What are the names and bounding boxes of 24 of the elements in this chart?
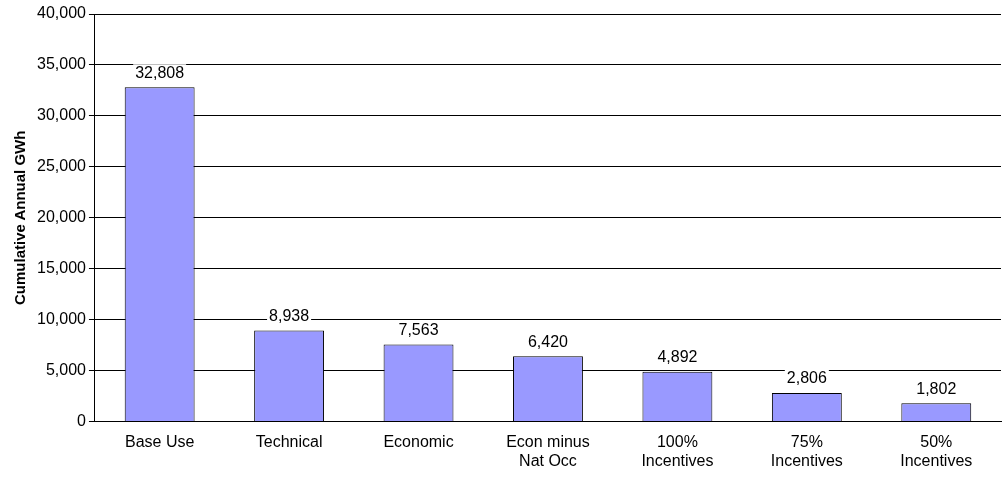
x-tick-label: Economic (383, 432, 454, 450)
y-tick-label: 25,000 (37, 157, 87, 175)
y-tick-label: 15,000 (37, 259, 87, 277)
y-axis-title: Cumulative Annual GWh (11, 130, 29, 306)
x-tick-label: 100% Incentives (641, 432, 714, 469)
data-label: 7,563 (398, 320, 439, 338)
y-tick-label: 20,000 (37, 208, 87, 226)
x-tick-label: 50% Incentives (900, 432, 973, 469)
y-tick-label: 0 (77, 412, 87, 430)
y-tick-label: 35,000 (37, 55, 87, 73)
data-label: 4,892 (657, 348, 698, 366)
x-tick-label: Technical (255, 432, 323, 450)
y-tick-label: 10,000 (37, 310, 87, 328)
data-label: 8,938 (269, 306, 310, 324)
data-label: 2,806 (786, 369, 827, 387)
data-label: 1,802 (916, 379, 957, 397)
y-tick-label: 40,000 (37, 4, 87, 22)
x-tick-label: 75% Incentives (770, 432, 843, 469)
x-tick-label: Econ minus Nat Occ (506, 432, 590, 469)
y-tick-label: 30,000 (37, 106, 87, 124)
y-tick-label: 5,000 (45, 361, 87, 379)
x-tick-label: Base Use (124, 432, 195, 450)
data-label: 6,420 (527, 332, 569, 350)
data-label: 32,808 (135, 63, 185, 81)
